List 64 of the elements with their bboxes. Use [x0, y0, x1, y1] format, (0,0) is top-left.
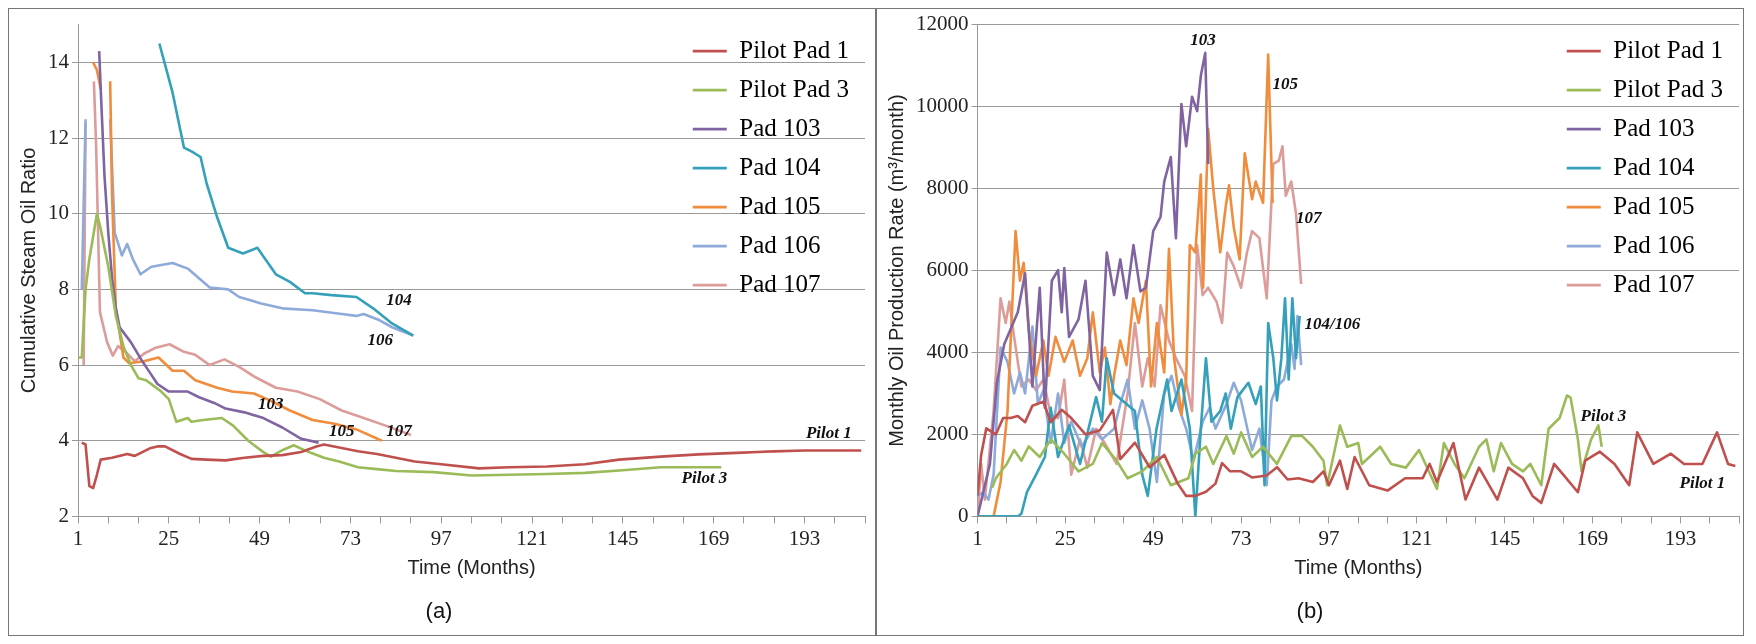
x-tick-label: 145: [1488, 525, 1521, 550]
y-tick-label: 4000: [926, 338, 969, 363]
x-tick-label: 97: [1318, 525, 1340, 550]
y-tick-label: 2000: [926, 420, 969, 445]
x-tick-label: 1: [972, 525, 983, 550]
x-tick-label: 97: [430, 525, 452, 550]
annotation: Pilot 1: [1678, 472, 1726, 492]
annotation: 107: [386, 420, 414, 440]
annotation: Pilot 3: [1579, 405, 1627, 425]
annotation: Pilot 1: [804, 422, 852, 442]
y-tick-label: 6: [58, 351, 69, 376]
x-tick-label: 193: [788, 525, 821, 550]
legend-label: Pad 105: [739, 191, 821, 219]
text: (a): [425, 597, 453, 623]
legend-label: Pad 107: [739, 269, 821, 297]
text: (b): [1296, 597, 1324, 623]
legend-label: Pad 106: [739, 230, 821, 258]
x-axis-title: Time (Months): [1294, 556, 1423, 579]
legend-label: Pilot Pad 3: [1613, 74, 1724, 102]
annotation: 105: [328, 420, 355, 440]
y-tick-label: 14: [48, 48, 70, 73]
x-tick-label: 49: [1142, 525, 1164, 550]
y-tick-label: 8: [58, 275, 69, 300]
annotation: 107: [1296, 208, 1323, 228]
legend-label: Pad 105: [1613, 191, 1695, 219]
x-axis-title: Time (Months): [407, 556, 536, 579]
y-tick-label: 2: [58, 502, 69, 527]
y-axis-title: Cumulative Steam Oil Ratio: [16, 147, 39, 394]
y-tick-label: 10: [48, 200, 69, 225]
annotation: 103: [1190, 30, 1217, 50]
x-tick-label: 121: [1401, 525, 1433, 550]
x-tick-label: 73: [339, 525, 361, 550]
x-tick-label: 169: [1576, 525, 1609, 550]
x-tick-label: 25: [158, 525, 180, 550]
x-tick-label: 1: [72, 525, 84, 550]
annotation: 104: [386, 290, 412, 310]
legend-label: Pad 104: [1613, 152, 1696, 180]
legend-label: Pad 103: [1613, 113, 1695, 141]
x-tick-label: 145: [607, 525, 639, 550]
y-tick-label: 0: [958, 502, 969, 527]
legend-label: Pad 107: [1613, 269, 1695, 297]
legend-label: Pilot Pad 1: [739, 35, 850, 63]
legend-label: Pilot Pad 3: [739, 74, 850, 102]
y-tick-label: 10000: [916, 93, 969, 118]
legend-label: Pad 103: [739, 113, 821, 141]
annotation: 104/106: [1304, 313, 1361, 333]
y-tick-label: 12000: [916, 11, 969, 36]
y-tick-label: 12: [48, 124, 69, 149]
annotation: Pilot 3: [680, 467, 728, 487]
y-tick-label: 8000: [926, 175, 969, 200]
x-tick-label: 49: [249, 525, 271, 550]
annotation: 106: [367, 329, 394, 349]
x-tick-label: 73: [1230, 525, 1252, 550]
x-tick-label: 25: [1054, 525, 1076, 550]
legend-label: Pad 104: [739, 152, 822, 180]
legend-label: Pilot Pad 1: [1613, 35, 1724, 63]
x-tick-label: 193: [1664, 525, 1697, 550]
y-tick-label: 6000: [926, 257, 969, 282]
annotation: 105: [1272, 73, 1299, 93]
x-tick-label: 121: [516, 525, 548, 550]
y-tick-label: 4: [58, 427, 70, 452]
y-axis-title: Monthly Oil Production Rate (m³/month): [884, 94, 907, 447]
x-tick-label: 169: [697, 525, 730, 550]
legend-label: Pad 106: [1613, 230, 1695, 258]
